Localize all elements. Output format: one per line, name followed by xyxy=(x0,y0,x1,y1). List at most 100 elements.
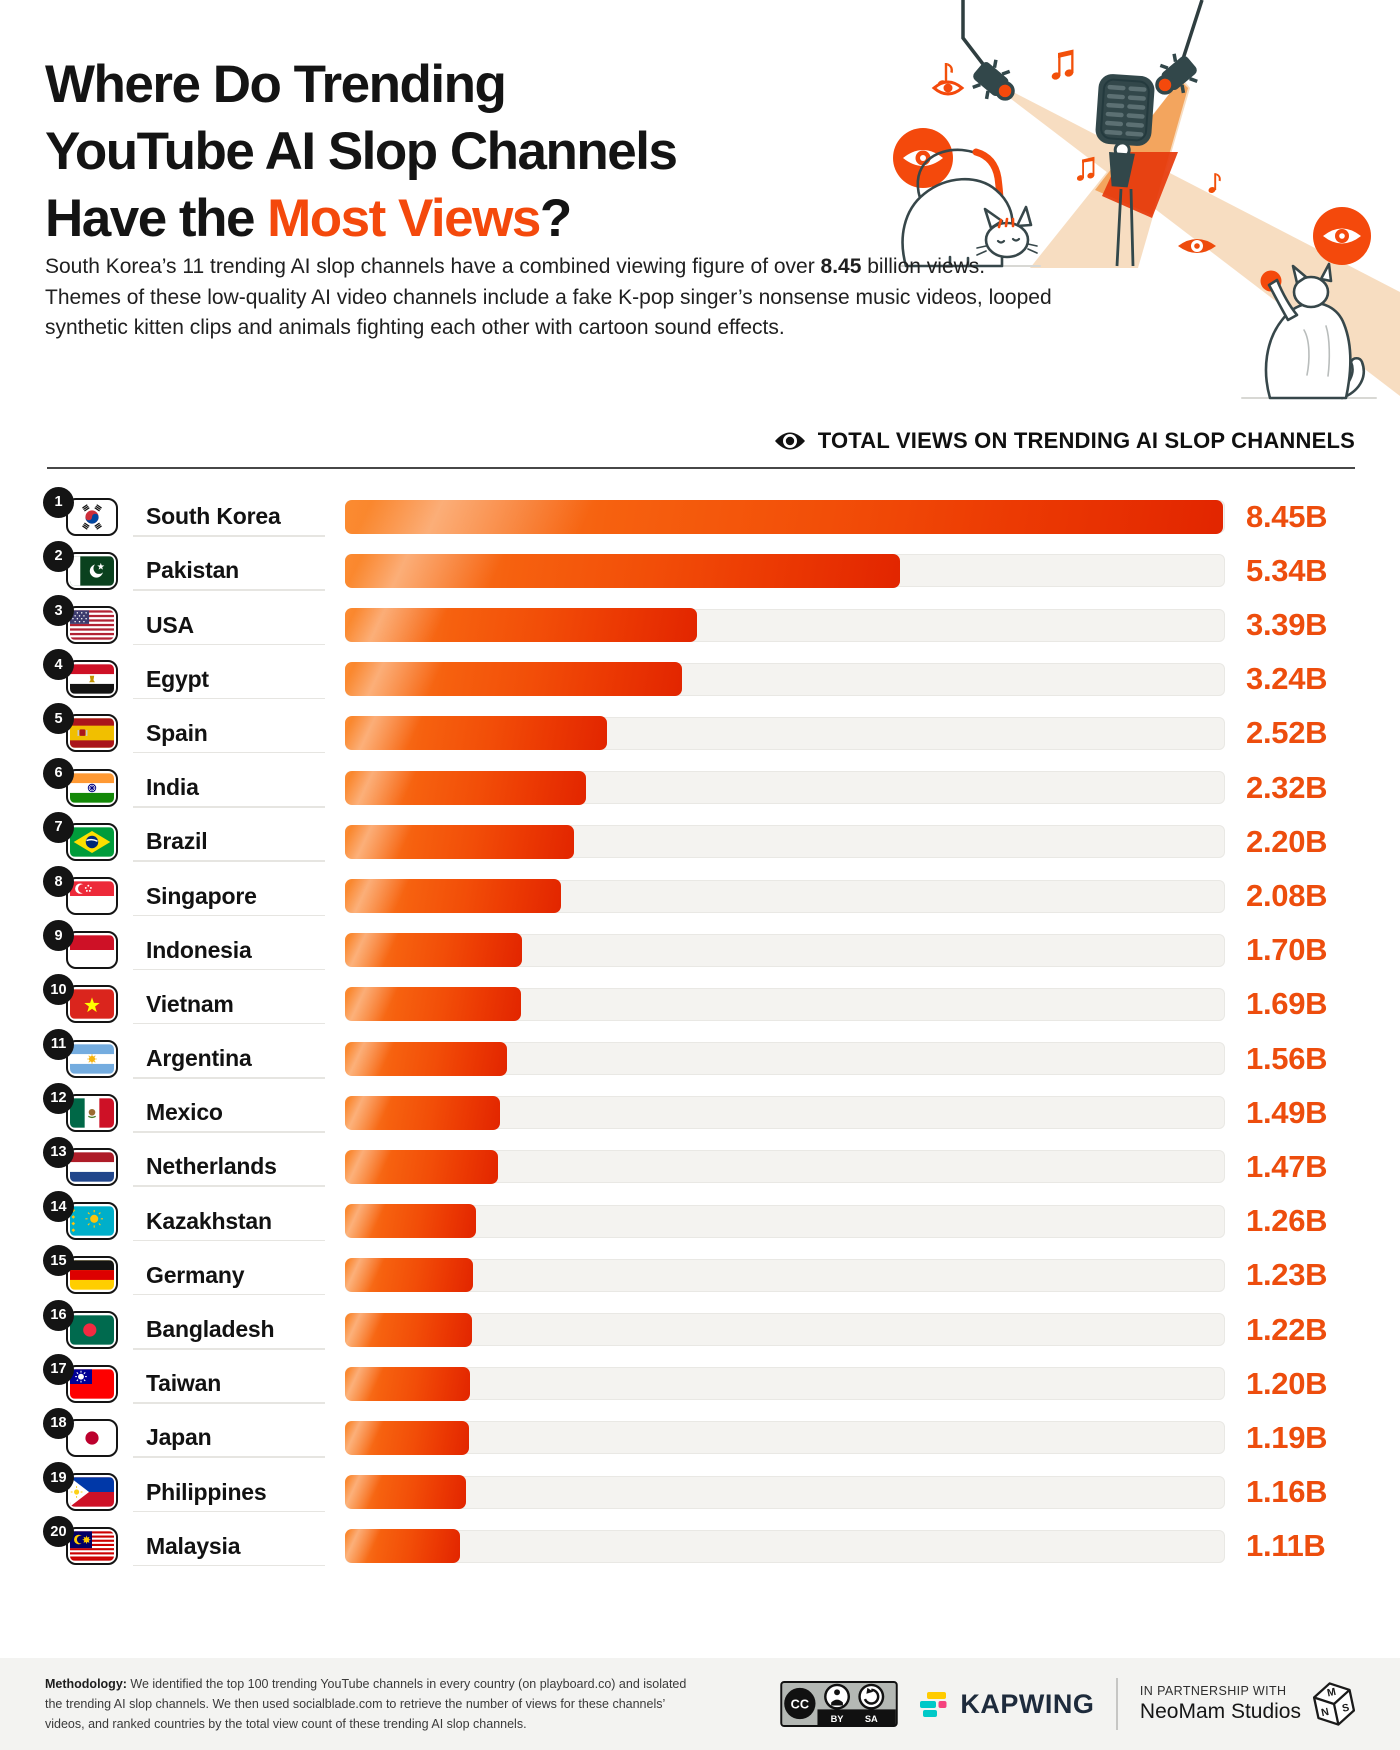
spotlight-cable-left xyxy=(961,0,988,70)
country-label: Germany xyxy=(133,1262,345,1296)
rank-badge: 18 xyxy=(43,1407,74,1439)
eye-badge-icon xyxy=(893,128,953,188)
bar-track xyxy=(345,716,1225,751)
flag-bangladesh-icon xyxy=(66,1310,118,1349)
svg-text:N: N xyxy=(1320,1706,1330,1719)
value-bar xyxy=(345,1475,466,1510)
value-label: 3.24B xyxy=(1246,661,1328,697)
rank-badge: 1 xyxy=(43,486,74,518)
bar-track xyxy=(345,1258,1225,1293)
table-row: 10 Vietnam 1.69B xyxy=(43,974,1355,1031)
rank-badge: 16 xyxy=(43,1299,74,1331)
svg-text:M: M xyxy=(1326,1686,1337,1700)
bar-track xyxy=(345,1475,1225,1510)
flag-india-icon xyxy=(66,768,118,807)
value-label: 1.56B xyxy=(1246,1040,1328,1076)
bar-track xyxy=(345,1312,1225,1347)
value-bar xyxy=(345,1366,470,1401)
views-eye-icon xyxy=(774,432,805,450)
flag-singapore-icon xyxy=(66,877,118,916)
country-label: Egypt xyxy=(133,666,345,700)
cat-arched-icon xyxy=(899,148,1041,268)
rank-badge: 2 xyxy=(43,540,74,572)
country-label: Bangladesh xyxy=(133,1316,345,1350)
table-row: 18 Japan 1.19B xyxy=(43,1407,1355,1465)
page-title: Where Do Trending YouTube AI Slop Channe… xyxy=(45,55,678,248)
bar-track xyxy=(345,553,1225,588)
flag-brazil-icon xyxy=(66,822,118,861)
value-bar xyxy=(345,824,574,859)
value-label: 2.32B xyxy=(1246,769,1328,805)
table-row: 9 Indonesia 1.70B xyxy=(43,920,1355,977)
rank-badge: 8 xyxy=(43,866,74,898)
value-bar xyxy=(345,770,587,805)
music-note-icon xyxy=(1208,173,1221,193)
value-label: 2.08B xyxy=(1246,878,1328,914)
country-label: Philippines xyxy=(133,1479,345,1513)
value-label: 1.26B xyxy=(1246,1203,1328,1239)
flag-malaysia-icon xyxy=(66,1527,118,1566)
country-label: Indonesia xyxy=(133,937,345,971)
flag-usa-icon xyxy=(66,606,118,645)
value-bar xyxy=(345,499,1223,534)
methodology-text: Methodology: We identified the top 100 t… xyxy=(45,1676,687,1732)
country-label: Japan xyxy=(133,1424,345,1458)
value-bar xyxy=(345,1149,498,1184)
value-bar xyxy=(345,553,900,588)
spotlight-icon xyxy=(1155,53,1198,95)
table-row: 8 Singapore 2.08B xyxy=(43,866,1355,923)
table-row: 7 Brazil 2.20B xyxy=(43,811,1355,869)
bar-track xyxy=(345,1095,1225,1130)
value-bar xyxy=(345,662,682,697)
table-row: 17 Taiwan 1.20B xyxy=(43,1353,1355,1411)
eye-badge-icon xyxy=(1313,207,1371,265)
neomam-cube-icon: M N S xyxy=(1313,1682,1355,1726)
table-row: 14 Kazakhstan 1.26B xyxy=(43,1191,1355,1248)
partnership-block: IN PARTNERSHIP WITH NeoMam Studios M N S xyxy=(1140,1681,1355,1727)
svg-text:S: S xyxy=(1341,1702,1350,1715)
flag-argentina-icon xyxy=(66,1039,118,1078)
kapwing-label: KAPWING xyxy=(960,1688,1095,1719)
flag-germany-icon xyxy=(66,1256,118,1295)
value-label: 1.70B xyxy=(1246,932,1328,968)
kapwing-icon xyxy=(920,1692,947,1717)
flag-netherlands-icon xyxy=(66,1147,118,1186)
bar-track xyxy=(345,824,1225,859)
rank-badge: 13 xyxy=(43,1136,74,1168)
table-row: 20 Malaysia 1.11B xyxy=(43,1516,1355,1573)
rank-badge: 6 xyxy=(43,757,74,789)
bar-track xyxy=(345,499,1225,534)
svg-text:CC: CC xyxy=(791,1696,809,1711)
flag-pakistan-icon xyxy=(66,551,118,590)
intro-paragraph-1: South Korea’s 11 trending AI slop channe… xyxy=(45,255,986,279)
value-label: 1.69B xyxy=(1246,986,1328,1022)
country-label: Mexico xyxy=(133,1099,345,1133)
flag-philippines-icon xyxy=(66,1473,118,1512)
value-bar xyxy=(345,608,698,643)
value-label: 1.20B xyxy=(1246,1365,1328,1401)
rank-badge: 4 xyxy=(43,649,74,681)
table-row: 19 Philippines 1.16B xyxy=(43,1462,1355,1519)
bar-track xyxy=(345,1529,1225,1564)
rank-badge: 19 xyxy=(43,1462,74,1494)
value-label: 8.45B xyxy=(1246,498,1328,534)
value-label: 1.49B xyxy=(1246,1094,1328,1130)
table-row: 12 Mexico 1.49B xyxy=(43,1082,1355,1140)
value-bar xyxy=(345,1095,500,1130)
value-label: 2.52B xyxy=(1246,715,1328,751)
bar-track xyxy=(345,933,1225,968)
creative-commons-license-icon: CC BY SA xyxy=(780,1681,899,1727)
bar-track xyxy=(345,987,1225,1022)
partnership-line1: IN PARTNERSHIP WITH xyxy=(1139,1684,1287,1698)
rank-badge: 17 xyxy=(43,1353,74,1385)
microphone-stand xyxy=(1115,188,1135,267)
rank-badge: 14 xyxy=(43,1191,74,1223)
bar-track xyxy=(345,770,1225,805)
table-row: 13 Netherlands 1.47B xyxy=(43,1136,1355,1194)
flag-japan-icon xyxy=(66,1418,118,1457)
rank-badge: 15 xyxy=(43,1245,74,1277)
bar-track xyxy=(345,1149,1225,1184)
flag-south-korea-icon xyxy=(66,497,118,536)
eye-outline-icon xyxy=(931,80,965,96)
